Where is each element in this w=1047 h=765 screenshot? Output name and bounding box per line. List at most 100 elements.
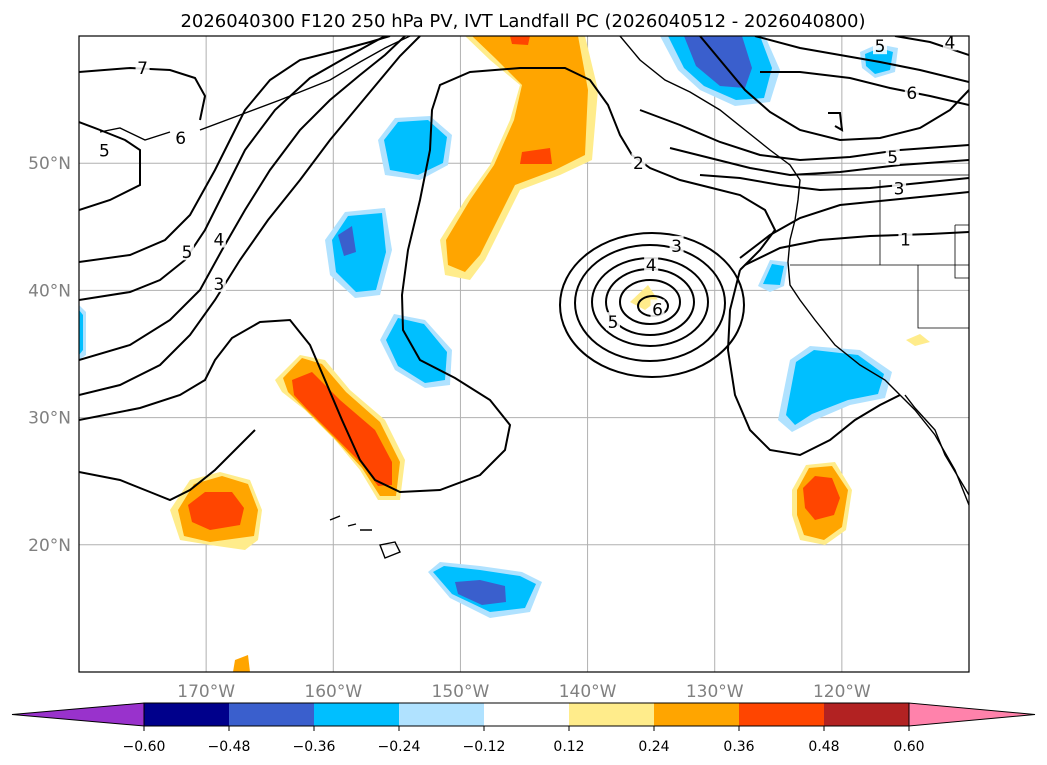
contour-label-bg (180, 242, 195, 261)
alaska-peninsula-coast (199, 36, 411, 131)
negative-anomaly-east (786, 350, 884, 425)
contour-label-bg (211, 229, 226, 248)
contour-label-bg (650, 299, 665, 318)
negative-anomaly-north-core (684, 36, 752, 88)
latitude-tick-labels: 20°N 30°N 40°N 50°N (28, 154, 71, 556)
contour-label: 5 (887, 148, 898, 168)
contour-label-bg (885, 146, 900, 165)
contour-label-bg (211, 274, 226, 293)
pv-contour-2-west (79, 67, 777, 494)
colorbar-segment (569, 703, 654, 726)
contour-label: 5 (608, 313, 619, 333)
contour-label-bg (644, 254, 659, 273)
contour-label-bg (606, 312, 620, 331)
map-frame (78, 35, 970, 673)
pv-contour-2-east (739, 191, 969, 259)
pv-contour-4-east-north (894, 36, 969, 56)
positive-anomaly-north-core (510, 36, 530, 45)
figure-title: 2026040300 F120 250 hPa PV, IVT Landfall… (180, 11, 865, 32)
colorbar-outline (143, 702, 910, 727)
negative-anomaly-small (79, 310, 83, 355)
pv-contour-ring (559, 232, 745, 378)
pv-contour-7 (79, 66, 207, 121)
colorbar-extend-max (908, 702, 1036, 727)
colorbar-tick-label: −0.60 (123, 739, 166, 755)
pv-contour-ring (619, 279, 681, 325)
lat-tick-label: 50°N (28, 154, 71, 174)
pv-contour-1-east (744, 231, 969, 266)
lon-tick-label: 120°W (813, 682, 871, 702)
contour-label: 2 (633, 154, 644, 174)
colorbar-segment (144, 703, 229, 726)
positive-anomaly-small (233, 655, 250, 672)
contour-label: 6 (652, 300, 663, 320)
positive-anomaly-north (446, 36, 588, 272)
contour-label-bg (669, 235, 684, 254)
lat-tick-label: 40°N (28, 281, 71, 301)
colorbar-segment (314, 703, 399, 726)
longitude-tick-labels: 170°W 160°W 150°W 140°W 130°W 120°W (177, 682, 871, 702)
colorbar-tick-label: 0.60 (893, 739, 924, 755)
colorbar-extend-min (11, 702, 145, 727)
contour-label-bg (904, 83, 919, 102)
positive-anomaly-central-core (292, 372, 392, 486)
contour-label: 7 (137, 59, 148, 79)
colorbar-tick-labels: −0.60 −0.48 −0.36 −0.24 −0.12 0.12 0.24 0.36 0.4… (123, 726, 925, 755)
contour-label: 3 (671, 237, 682, 257)
hawaii-islands (329, 515, 401, 559)
positive-anomaly-small (906, 334, 930, 346)
pv-contour-5-west (79, 36, 386, 301)
colorbar-tick-label: −0.48 (208, 739, 251, 755)
positive-anomaly-southwest-core (188, 492, 244, 530)
pv-contour-6-east-north (760, 71, 969, 106)
colorbar-tick-label: 0.48 (808, 739, 839, 755)
positive-anomaly-southeast-core (803, 476, 840, 520)
contour-label-bg (892, 178, 907, 197)
colorbar-tick-label: −0.36 (293, 739, 336, 755)
pv-contour-ring (574, 244, 726, 362)
contour-label: 4 (646, 256, 657, 276)
pv-contour-small (828, 112, 844, 132)
colorbar-segment (654, 703, 739, 726)
colorbar-tick-label: 0.36 (723, 739, 754, 755)
pv-contour-east (726, 269, 901, 457)
contour-label: 5 (875, 37, 886, 57)
contour-label: 6 (906, 84, 917, 104)
contour-label-bg (135, 57, 150, 76)
colorbar-tick-label: 0.24 (638, 739, 669, 755)
colorbar-segment (824, 703, 909, 726)
contour-label-bg (97, 140, 112, 159)
colorbar-segment (229, 703, 314, 726)
pv-contour-3-east (699, 174, 969, 192)
colorbar (11, 702, 1036, 727)
negative-anomaly (386, 318, 447, 383)
negative-anomaly-south-core (455, 580, 506, 605)
colorbar-tick-label: 0.12 (553, 739, 584, 755)
north-america-coast (619, 36, 969, 506)
colorbar-segment (484, 703, 569, 726)
pv-contour-3-west (79, 36, 421, 396)
pv-contour-5-east-north (754, 36, 969, 83)
pv-contour-4-west (79, 36, 406, 361)
contour-label: 3 (894, 180, 905, 200)
contour-label: 3 (213, 275, 224, 295)
contour-label: 6 (175, 129, 186, 149)
contour-label: 4 (213, 231, 224, 251)
negative-anomaly (763, 264, 784, 285)
contour-label-bg (942, 36, 957, 51)
contour-label: 5 (99, 141, 110, 161)
contour-label: 1 (900, 231, 911, 251)
contour-label-bg (631, 153, 646, 172)
baja-coast (904, 394, 969, 496)
lon-tick-label: 130°W (686, 682, 744, 702)
lon-tick-label: 150°W (432, 682, 490, 702)
lon-tick-label: 160°W (304, 682, 362, 702)
contour-label: 4 (945, 33, 956, 53)
contour-label: 5 (182, 243, 193, 263)
colorbar-segment (399, 703, 484, 726)
bering-coast (99, 127, 171, 141)
lat-tick-label: 30°N (28, 409, 71, 429)
pv-contour-6 (79, 121, 141, 211)
